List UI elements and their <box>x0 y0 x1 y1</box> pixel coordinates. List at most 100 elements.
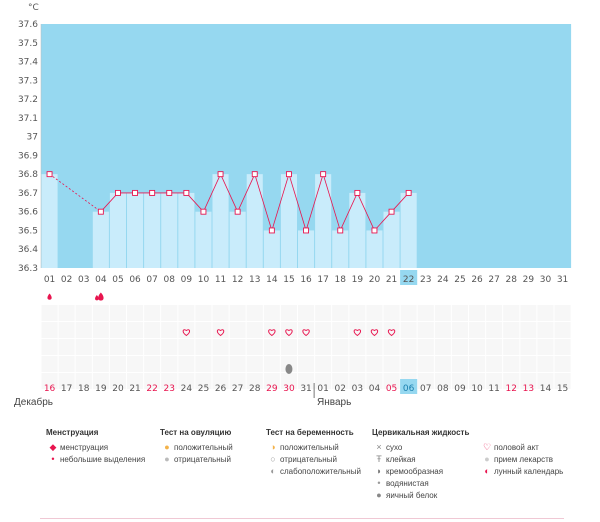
marker-cell[interactable] <box>263 288 280 304</box>
marker-cell[interactable] <box>127 322 144 338</box>
day-bar-01[interactable] <box>41 174 58 268</box>
marker-cell[interactable] <box>349 339 366 355</box>
marker-cell[interactable] <box>75 339 92 355</box>
marker-cell[interactable] <box>332 373 349 389</box>
day-bar-13[interactable] <box>246 174 263 268</box>
marker-cell[interactable] <box>554 288 571 304</box>
marker-cell[interactable] <box>298 356 315 372</box>
marker-cell[interactable] <box>41 373 58 389</box>
marker-cell[interactable] <box>212 373 229 389</box>
temperature-point-20[interactable] <box>371 227 378 234</box>
marker-cell[interactable] <box>263 356 280 372</box>
day-bar-14[interactable] <box>263 230 280 268</box>
marker-cell[interactable] <box>417 339 434 355</box>
marker-cell[interactable] <box>263 339 280 355</box>
date-label-bottom[interactable]: 25 <box>198 384 209 394</box>
day-label-top[interactable]: 02 <box>61 275 72 285</box>
marker-cell[interactable] <box>332 288 349 304</box>
date-label-bottom[interactable]: 01 <box>317 384 328 394</box>
marker-cell[interactable] <box>417 322 434 338</box>
marker-cell[interactable] <box>383 288 400 304</box>
date-label-bottom[interactable]: 15 <box>557 384 568 394</box>
marker-cell[interactable] <box>332 322 349 338</box>
day-label-top[interactable]: 03 <box>78 275 89 285</box>
date-label-bottom[interactable]: 30 <box>283 384 295 394</box>
temperature-point-10[interactable] <box>200 208 207 215</box>
marker-cell[interactable] <box>469 339 486 355</box>
day-bar-07[interactable] <box>144 192 161 268</box>
date-label-bottom[interactable]: 26 <box>215 384 227 394</box>
date-label-bottom[interactable]: 27 <box>232 384 243 394</box>
day-label-top[interactable]: 13 <box>249 275 260 285</box>
day-label-top[interactable]: 29 <box>523 275 535 285</box>
marker-cell[interactable] <box>315 305 332 321</box>
date-label-bottom[interactable]: 13 <box>523 384 534 394</box>
marker-cell[interactable] <box>229 373 246 389</box>
marker-cell[interactable] <box>75 305 92 321</box>
marker-cell[interactable] <box>417 356 434 372</box>
day-bar-06[interactable] <box>127 192 144 268</box>
temperature-point-19[interactable] <box>354 189 361 196</box>
marker-cell[interactable] <box>400 288 417 304</box>
date-label-bottom[interactable]: 18 <box>78 384 90 394</box>
marker-cell[interactable] <box>366 305 383 321</box>
marker-cell[interactable] <box>349 288 366 304</box>
date-label-bottom[interactable]: 17 <box>61 384 72 394</box>
temperature-point-18[interactable] <box>337 227 344 234</box>
marker-cell[interactable] <box>503 305 520 321</box>
marker-cell[interactable] <box>554 322 571 338</box>
marker-cell[interactable] <box>400 305 417 321</box>
day-label-top[interactable]: 20 <box>369 275 381 285</box>
marker-cell[interactable] <box>280 305 297 321</box>
marker-cell[interactable] <box>161 356 178 372</box>
temperature-point-16[interactable] <box>303 227 309 234</box>
marker-cell[interactable] <box>417 305 434 321</box>
marker-cell[interactable] <box>161 322 178 338</box>
marker-cell[interactable] <box>280 339 297 355</box>
day-bar-04[interactable] <box>92 211 109 268</box>
day-label-top[interactable]: 16 <box>300 275 312 285</box>
marker-cell[interactable] <box>434 356 451 372</box>
marker-cell[interactable] <box>58 356 75 372</box>
marker-cell[interactable] <box>229 288 246 304</box>
marker-cell[interactable] <box>109 356 126 372</box>
marker-cell[interactable] <box>451 322 468 338</box>
marker-cell[interactable] <box>349 373 366 389</box>
temperature-point-15[interactable] <box>286 171 292 178</box>
marker-cell[interactable] <box>195 322 212 338</box>
marker-cell[interactable] <box>127 339 144 355</box>
day-bar-21[interactable] <box>383 211 400 268</box>
date-label-bottom[interactable]: 11 <box>488 384 499 394</box>
marker-cell[interactable] <box>92 373 109 389</box>
marker-cell[interactable] <box>486 288 503 304</box>
marker-cell[interactable] <box>520 305 537 321</box>
marker-cell[interactable] <box>451 305 468 321</box>
marker-cell[interactable] <box>486 305 503 321</box>
marker-cell[interactable] <box>366 356 383 372</box>
temperature-point-22[interactable] <box>405 189 412 196</box>
day-label-top[interactable]: 10 <box>198 275 210 285</box>
marker-cell[interactable] <box>75 322 92 338</box>
marker-cell[interactable] <box>537 373 554 389</box>
date-label-bottom[interactable]: 08 <box>437 384 449 394</box>
marker-cell[interactable] <box>332 305 349 321</box>
day-label-top[interactable]: 01 <box>44 275 55 285</box>
marker-cell[interactable] <box>451 356 468 372</box>
marker-cell[interactable] <box>554 305 571 321</box>
marker-cell[interactable] <box>400 322 417 338</box>
temperature-point-21[interactable] <box>388 208 395 215</box>
marker-cell[interactable] <box>212 339 229 355</box>
marker-cell[interactable] <box>315 373 332 389</box>
marker-cell[interactable] <box>469 322 486 338</box>
date-label-bottom[interactable]: 10 <box>471 384 483 394</box>
day-label-top[interactable]: 22 <box>403 275 414 285</box>
date-label-bottom[interactable]: 22 <box>146 384 157 394</box>
marker-cell[interactable] <box>451 339 468 355</box>
marker-cell[interactable] <box>315 322 332 338</box>
day-label-top[interactable]: 14 <box>266 275 278 285</box>
marker-cell[interactable] <box>349 356 366 372</box>
marker-cell[interactable] <box>537 339 554 355</box>
marker-cell[interactable] <box>161 339 178 355</box>
date-label-bottom[interactable]: 09 <box>454 384 466 394</box>
marker-cell[interactable] <box>178 356 195 372</box>
